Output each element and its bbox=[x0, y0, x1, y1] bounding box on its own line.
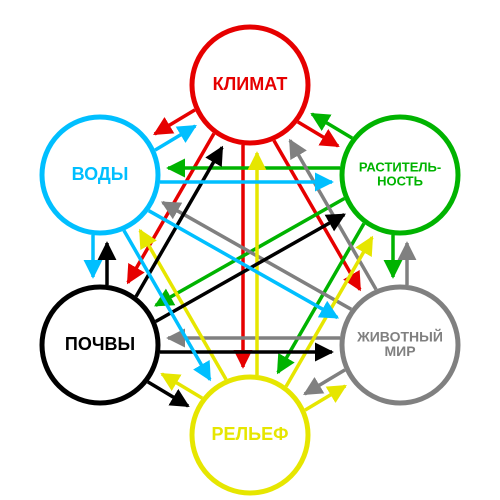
node-label-animals: МИР bbox=[384, 343, 415, 359]
geo-components-network: КЛИМАТ РАСТИТЕЛЬ-НОСТЬ ЖИВОТНЫЙМИР РЕЛЬЕФ ПО… bbox=[0, 0, 500, 500]
node-relief: РЕЛЬЕФ bbox=[192, 377, 308, 493]
node-label-soils: ПОЧВЫ bbox=[65, 334, 135, 354]
node-climate: КЛИМАТ bbox=[192, 27, 308, 143]
node-soils: ПОЧВЫ bbox=[42, 287, 158, 403]
node-label-climate: КЛИМАТ bbox=[213, 74, 288, 94]
node-label-relief: РЕЛЬЕФ bbox=[212, 424, 289, 444]
node-label-plants: НОСТЬ bbox=[377, 173, 423, 188]
node-plants: РАСТИТЕЛЬ-НОСТЬ bbox=[342, 117, 458, 233]
node-label-waters: ВОДЫ bbox=[72, 164, 129, 184]
node-waters: ВОДЫ bbox=[42, 117, 158, 233]
node-animals: ЖИВОТНЫЙМИР bbox=[342, 287, 458, 403]
node-label-animals: ЖИВОТНЫЙ bbox=[356, 327, 443, 344]
